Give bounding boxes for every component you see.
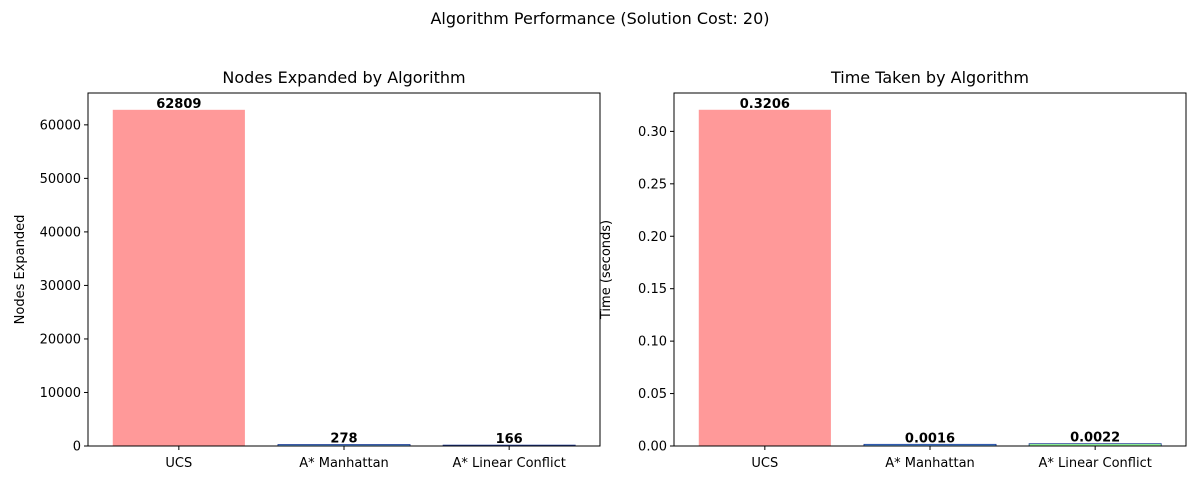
x-tick-label: A* Linear Conflict xyxy=(1038,456,1151,471)
chart-title: Time Taken by Algorithm xyxy=(830,68,1029,87)
data-label: 62809 xyxy=(156,97,201,112)
data-label: 0.3206 xyxy=(740,97,790,112)
y-tick-label: 50000 xyxy=(40,172,81,187)
x-tick-label: A* Linear Conflict xyxy=(452,456,565,471)
y-tick-label: 20000 xyxy=(40,332,81,347)
y-tick-label: 30000 xyxy=(40,279,81,294)
chart-nodes-expanded: Nodes Expanded by Algorithm Nodes Expande… xyxy=(13,68,601,471)
data-label: 166 xyxy=(496,432,523,447)
x-tick-label: UCS xyxy=(165,456,192,471)
bar-ucs xyxy=(698,109,831,446)
y-tick-label: 0.15 xyxy=(638,282,667,297)
x-tick-label: UCS xyxy=(751,456,778,471)
y-tick-label: 0.25 xyxy=(638,177,667,192)
y-tick-label: 0 xyxy=(73,440,81,455)
bar-ucs xyxy=(112,109,245,447)
figure-suptitle: Algorithm Performance (Solution Cost: 20… xyxy=(430,9,769,28)
y-tick-label: 40000 xyxy=(40,225,81,240)
y-tick-label: 0.00 xyxy=(638,440,667,455)
plot-frame xyxy=(673,92,1187,447)
chart-time-taken: Time Taken by Algorithm Time (seconds) 0.3… xyxy=(599,68,1187,471)
plot-frame xyxy=(87,92,601,447)
y-tick-label: 60000 xyxy=(40,118,81,133)
y-tick-label: 0.05 xyxy=(638,387,667,402)
data-label: 0.0016 xyxy=(905,431,955,446)
y-axis-label: Time (seconds) xyxy=(599,220,614,320)
y-tick-label: 0.10 xyxy=(638,335,667,350)
y-tick-label: 0.30 xyxy=(638,125,667,140)
y-tick-label: 0.20 xyxy=(638,230,667,245)
x-tick-label: A* Manhattan xyxy=(299,456,389,471)
x-tick-label: A* Manhattan xyxy=(885,456,975,471)
data-label: 0.0022 xyxy=(1070,431,1120,446)
y-tick-label: 10000 xyxy=(40,386,81,401)
y-axis-label: Nodes Expanded xyxy=(13,215,28,325)
data-label: 278 xyxy=(330,432,357,447)
chart-title: Nodes Expanded by Algorithm xyxy=(222,68,465,87)
